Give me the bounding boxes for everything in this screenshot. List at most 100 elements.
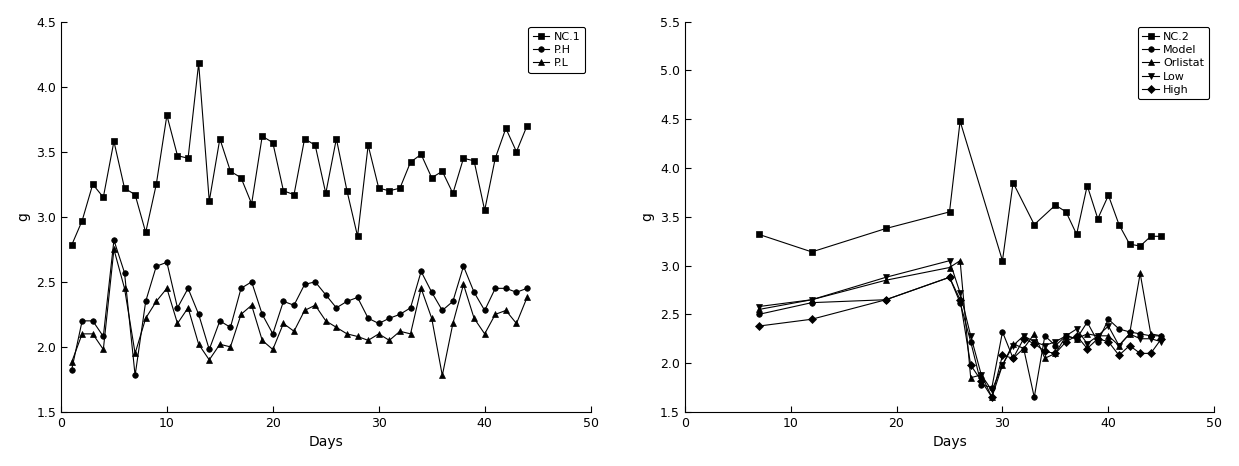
Model <box>942 274 957 280</box>
P.H <box>276 299 291 304</box>
Low <box>1144 336 1158 342</box>
P.H <box>128 373 142 378</box>
Line: Low: Low <box>756 258 1165 393</box>
P.L <box>509 321 524 326</box>
P.H <box>202 347 217 352</box>
P.L <box>307 302 322 308</box>
Orlistat <box>1006 341 1021 346</box>
NC.1 <box>85 181 100 187</box>
P.L <box>265 347 280 352</box>
NC.1 <box>181 156 196 161</box>
Orlistat <box>953 258 968 263</box>
NC.2 <box>878 226 893 231</box>
Orlistat <box>751 307 766 312</box>
Orlistat <box>974 372 989 377</box>
P.H <box>498 286 513 291</box>
P.H <box>456 263 471 269</box>
NC.1 <box>339 188 354 193</box>
Orlistat <box>1037 356 1052 361</box>
Model <box>1069 336 1084 342</box>
Legend: NC.1, P.H, P.L: NC.1, P.H, P.L <box>528 27 585 73</box>
NC.2 <box>1144 233 1158 239</box>
P.L <box>95 347 110 352</box>
Orlistat <box>878 277 893 283</box>
Line: P.H: P.H <box>69 238 530 378</box>
NC.1 <box>446 191 461 196</box>
NC.1 <box>255 133 270 139</box>
NC.2 <box>942 209 957 215</box>
P.H <box>244 279 259 285</box>
Low <box>985 388 1000 393</box>
NC.2 <box>953 118 968 124</box>
P.H <box>255 312 270 317</box>
P.H <box>339 299 354 304</box>
High <box>1123 343 1137 349</box>
P.L <box>170 321 185 326</box>
NC.1 <box>382 188 396 193</box>
Model <box>1037 333 1052 339</box>
P.L <box>297 308 312 313</box>
P.H <box>234 286 249 291</box>
NC.1 <box>435 169 450 174</box>
NC.2 <box>1090 216 1105 221</box>
P.L <box>286 329 301 334</box>
Low <box>1037 343 1052 349</box>
Orlistat <box>963 375 978 381</box>
Model <box>1006 356 1021 361</box>
High <box>1144 350 1158 356</box>
High <box>1132 350 1147 356</box>
Orlistat <box>1048 350 1063 356</box>
P.L <box>85 331 100 336</box>
P.L <box>456 281 471 287</box>
NC.1 <box>139 230 154 235</box>
NC.1 <box>519 123 534 129</box>
P.L <box>181 305 196 311</box>
P.L <box>498 308 513 313</box>
NC.2 <box>1101 192 1116 198</box>
P.H <box>382 315 396 321</box>
P.L <box>351 334 366 339</box>
Orlistat <box>1090 333 1105 339</box>
P.L <box>139 315 154 321</box>
Model <box>995 329 1010 335</box>
P.L <box>212 342 227 347</box>
NC.1 <box>393 185 408 191</box>
Low <box>1006 343 1021 349</box>
P.H <box>95 334 110 339</box>
NC.1 <box>372 185 387 191</box>
Model <box>1027 395 1042 400</box>
Orlistat <box>985 395 1000 400</box>
P.H <box>361 315 375 321</box>
P.H <box>149 263 164 269</box>
Low <box>1123 331 1137 336</box>
NC.1 <box>116 185 131 191</box>
Line: Model: Model <box>756 274 1165 400</box>
P.L <box>107 247 121 252</box>
P.L <box>223 344 238 350</box>
P.H <box>467 289 482 295</box>
P.H <box>307 279 322 285</box>
High <box>1154 336 1168 342</box>
P.H <box>509 289 524 295</box>
P.H <box>181 286 196 291</box>
NC.1 <box>244 201 259 206</box>
Model <box>953 300 968 305</box>
NC.1 <box>286 192 301 198</box>
NC.1 <box>498 125 513 131</box>
High <box>1079 346 1094 351</box>
High <box>1016 336 1031 342</box>
P.L <box>244 302 259 308</box>
Low <box>878 274 893 280</box>
P.H <box>446 299 461 304</box>
Model <box>1111 326 1126 332</box>
P.L <box>393 329 408 334</box>
Model <box>1144 333 1158 339</box>
Low <box>1016 333 1031 339</box>
Low <box>1079 341 1094 346</box>
NC.1 <box>328 136 343 142</box>
P.H <box>64 368 79 373</box>
P.H <box>435 308 450 313</box>
Orlistat <box>1069 336 1084 342</box>
Orlistat <box>804 297 819 302</box>
P.L <box>191 342 206 347</box>
